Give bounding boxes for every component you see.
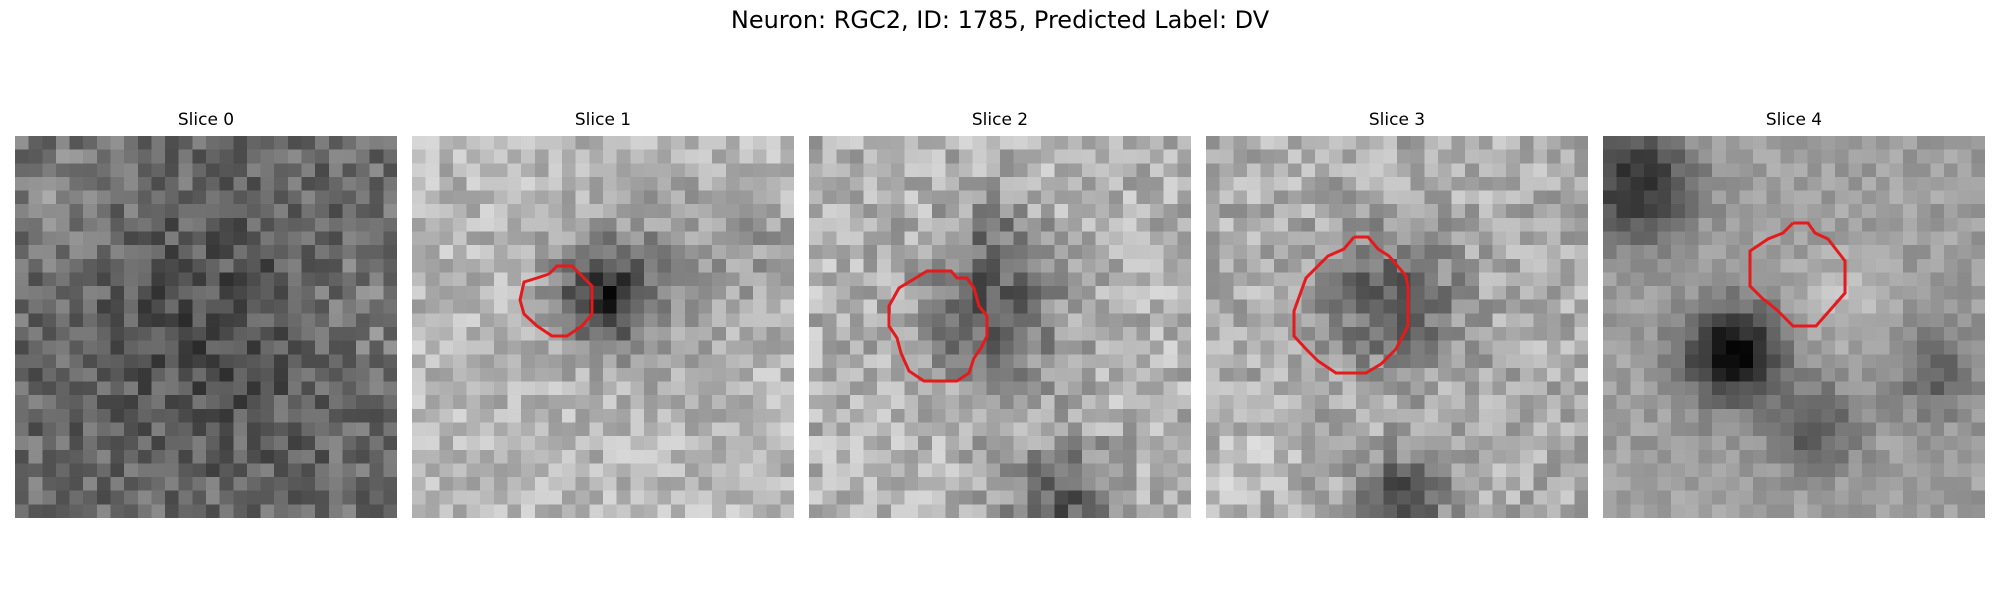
slice-title: Slice 0	[177, 110, 235, 130]
slice-title: Slice 1	[574, 110, 632, 130]
slice-title: Slice 2	[971, 110, 1029, 130]
slice-image	[1206, 136, 1588, 518]
slice-image	[15, 136, 397, 518]
figure-title: Neuron: RGC2, ID: 1785, Predicted Label:…	[730, 6, 1270, 34]
slice-panel-4: Slice 4	[1603, 108, 1985, 518]
slice-image	[1603, 136, 1985, 518]
slice-panel-1: Slice 1	[412, 108, 794, 518]
slice-panel-0: Slice 0	[15, 108, 397, 518]
slice-image	[809, 136, 1191, 518]
slice-image	[412, 136, 794, 518]
slice-title: Slice 3	[1368, 110, 1426, 130]
slice-panel-2: Slice 2	[809, 108, 1191, 518]
slice-title: Slice 4	[1765, 110, 1823, 130]
slice-panel-3: Slice 3	[1206, 108, 1588, 518]
